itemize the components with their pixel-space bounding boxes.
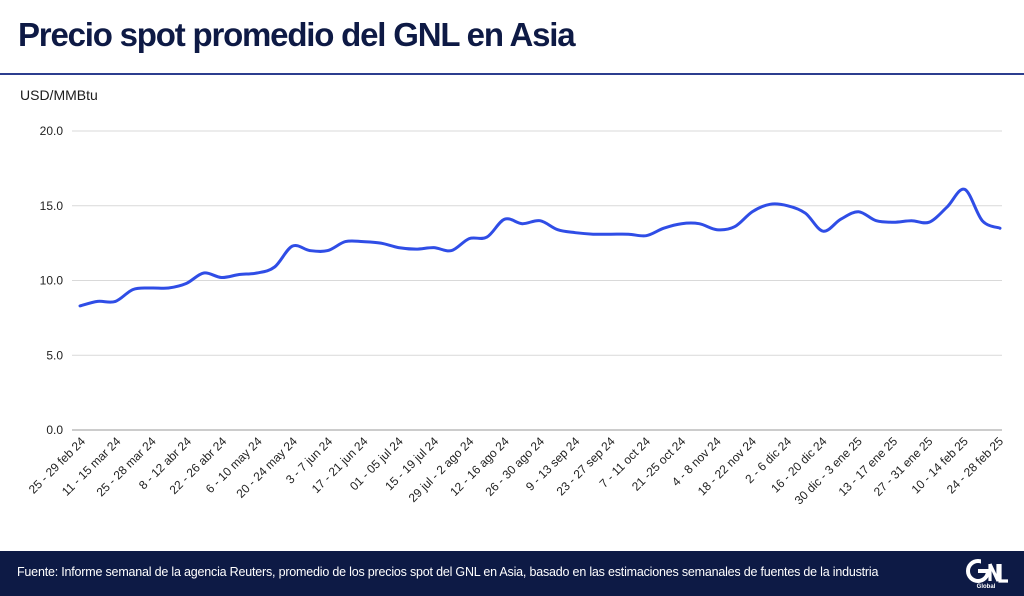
page-title: Precio spot promedio del GNL en Asia	[18, 16, 576, 53]
title-divider	[0, 73, 1024, 75]
y-tick-label: 0.0	[46, 423, 63, 437]
gnl-global-logo: Global	[966, 556, 1008, 590]
y-tick-label: 15.0	[40, 199, 64, 213]
footer-bar: Fuente: Informe semanal de la agencia Re…	[0, 551, 1024, 596]
y-axis-tick-labels: 0.0 5.0 10.0 15.0 20.0	[40, 124, 64, 437]
y-tick-label: 10.0	[40, 274, 64, 288]
x-tick-label: 20 - 24 may 24	[233, 434, 300, 501]
price-series-line	[78, 187, 1002, 308]
chart-gridlines	[72, 130, 1002, 431]
y-tick-label: 5.0	[46, 348, 63, 362]
y-axis-unit-label: USD/MMBtu	[20, 87, 98, 103]
svg-text:Global: Global	[977, 584, 996, 590]
y-tick-label: 20.0	[40, 124, 64, 138]
source-note: Fuente: Informe semanal de la agencia Re…	[17, 565, 879, 579]
